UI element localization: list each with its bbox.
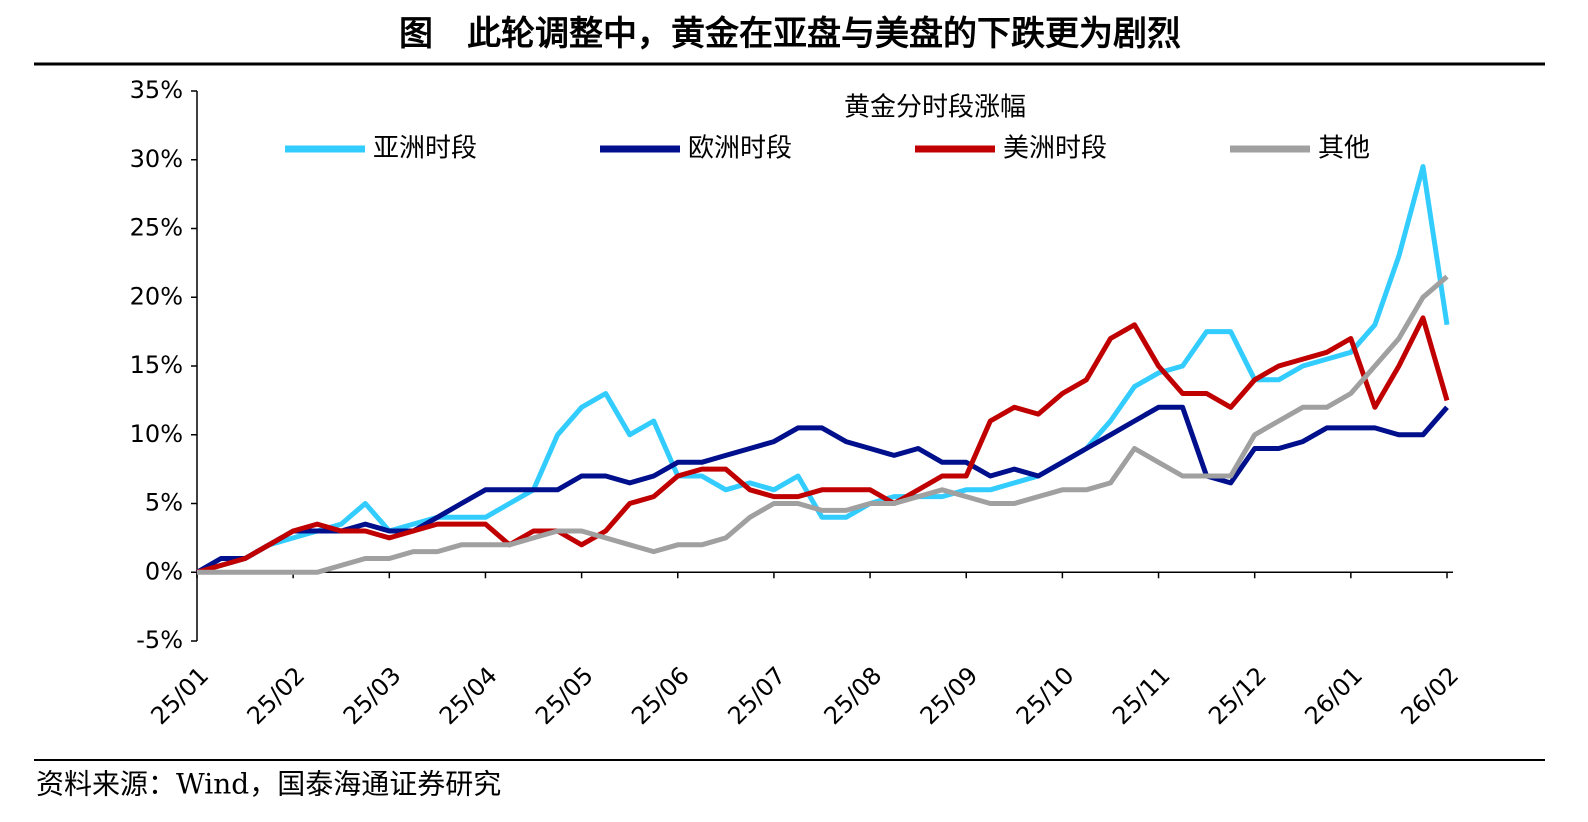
chart-title: 图 此轮调整中，黄金在亚盘与美盘的下跌更为剧烈 [399,14,1181,54]
y-tick-label: 25% [130,214,183,242]
y-tick-label: 35% [130,76,183,104]
series-line [196,315,1450,575]
x-tick-label: 25/08 [819,661,888,730]
x-tick-label: 25/12 [1203,661,1272,730]
y-tick-label: -5% [136,626,183,654]
x-tick-label: 26/01 [1299,661,1368,730]
y-tick-label: 20% [130,282,183,310]
x-tick-label: 25/11 [1107,661,1176,730]
x-tick-label: 25/01 [145,661,214,730]
legend-label: 美洲时段 [1003,134,1107,164]
x-tick-label: 25/04 [434,661,503,730]
legend-label: 其他 [1318,134,1370,164]
series-line [196,164,1450,575]
y-tick-label: 10% [130,420,183,448]
x-tick-label: 25/09 [915,661,984,730]
legend-title: 黄金分时段涨幅 [844,93,1026,123]
x-tick-label: 25/07 [722,661,791,730]
y-tick-label: 5% [145,489,183,517]
x-tick-label: 25/03 [338,661,407,730]
source: 资料来源：Wind，国泰海通证券研究 [36,768,501,801]
series-line [197,274,1449,575]
y-tick-label: 15% [130,351,183,379]
x-tick-label: 25/02 [242,661,311,730]
x-tick-label: 25/05 [530,661,599,730]
legend-label: 亚洲时段 [373,134,477,164]
y-tick-label: 30% [130,145,183,173]
x-tick-label: 25/10 [1011,661,1080,730]
legend-label: 欧洲时段 [688,134,792,164]
x-tick-label: 25/06 [626,661,695,730]
x-tick-label: 26/02 [1395,661,1464,730]
y-tick-label: 0% [145,557,183,585]
